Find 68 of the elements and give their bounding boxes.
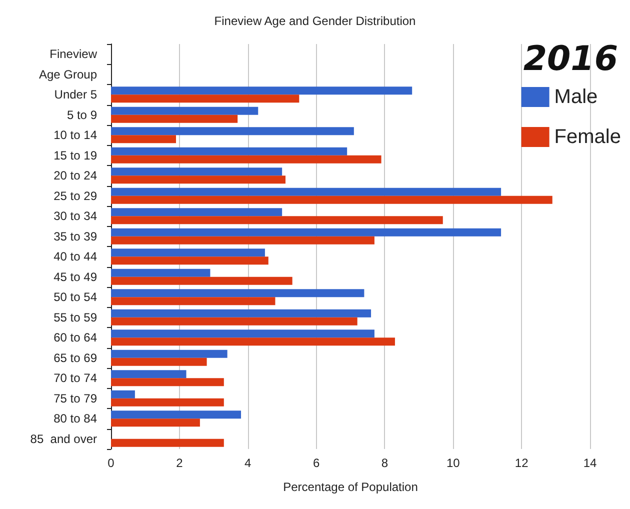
bar	[111, 390, 135, 398]
x-axis-title: Percentage of Population	[283, 480, 418, 494]
y-tick-label: 5 to 9	[66, 108, 98, 122]
x-tick-label: 14	[583, 456, 597, 470]
bar	[111, 188, 502, 196]
bar	[111, 168, 282, 176]
y-tick-label: 10 to 14	[54, 128, 98, 142]
y-tick-label: 20 to 24	[54, 168, 98, 183]
bar	[111, 147, 348, 156]
bar	[111, 338, 395, 346]
bar	[111, 309, 372, 318]
y-tick-label: 60 to 64	[54, 330, 98, 345]
bar	[111, 350, 228, 358]
bar	[111, 330, 374, 338]
bar	[111, 256, 268, 265]
bar	[111, 370, 186, 378]
bar	[111, 289, 364, 298]
bar	[111, 114, 238, 123]
bar	[111, 216, 443, 224]
y-tick-label: 65 to 69	[54, 350, 98, 365]
y-tick-label: 35 to 39	[54, 229, 98, 244]
bar	[111, 228, 502, 236]
bar	[111, 155, 382, 164]
bar	[111, 297, 276, 306]
x-tick-label: 4	[244, 456, 252, 470]
bar	[111, 276, 292, 285]
x-tick-label: 0	[108, 456, 115, 470]
x-tick-label: 8	[381, 456, 388, 470]
y-tick-label: 80 to 84	[54, 412, 98, 426]
annotation: 2016	[523, 39, 618, 79]
y-tick-label: 50 to 54	[54, 290, 98, 304]
y-tick-label: 45 to 49	[54, 270, 98, 284]
y-tick-label: 30 to 34	[54, 209, 98, 224]
y-tick-label: Age Group	[38, 67, 98, 82]
bar	[111, 358, 207, 366]
bar	[111, 127, 354, 136]
bar	[111, 438, 224, 447]
y-tick-label: 70 to 74	[54, 371, 98, 386]
bar	[111, 236, 374, 244]
bar	[111, 106, 258, 115]
y-tick-label: 25 to 29	[54, 188, 98, 203]
y-tick-label: 40 to 44	[54, 250, 98, 264]
bar	[111, 268, 210, 277]
bar	[111, 196, 552, 204]
x-tick-label: 2	[176, 456, 184, 470]
bar	[111, 176, 286, 184]
y-tick-label: Under 5	[54, 88, 98, 102]
bar	[111, 248, 265, 257]
x-tick-label: 6	[312, 456, 320, 470]
legend-label: Male	[554, 86, 598, 108]
chart-title: Fineview Age and Gender Distribution	[214, 14, 416, 28]
y-tick-label: 55 to 59	[54, 310, 98, 324]
y-tick-label: Fineview	[50, 47, 98, 62]
bar	[111, 208, 282, 216]
bar	[111, 410, 242, 419]
bar	[111, 398, 224, 406]
x-tick-label: 10	[446, 456, 460, 470]
y-tick-label: 75 to 79	[54, 391, 98, 406]
bar	[111, 317, 358, 326]
bar	[111, 418, 200, 427]
y-tick-label: 15 to 19	[54, 148, 98, 162]
bar	[111, 135, 176, 144]
bar	[111, 94, 300, 103]
bar	[111, 378, 224, 386]
bar	[111, 86, 412, 95]
legend-label: Female	[554, 126, 622, 148]
y-tick-label: 85 and over	[30, 432, 97, 446]
x-tick-label: 12	[514, 456, 529, 470]
